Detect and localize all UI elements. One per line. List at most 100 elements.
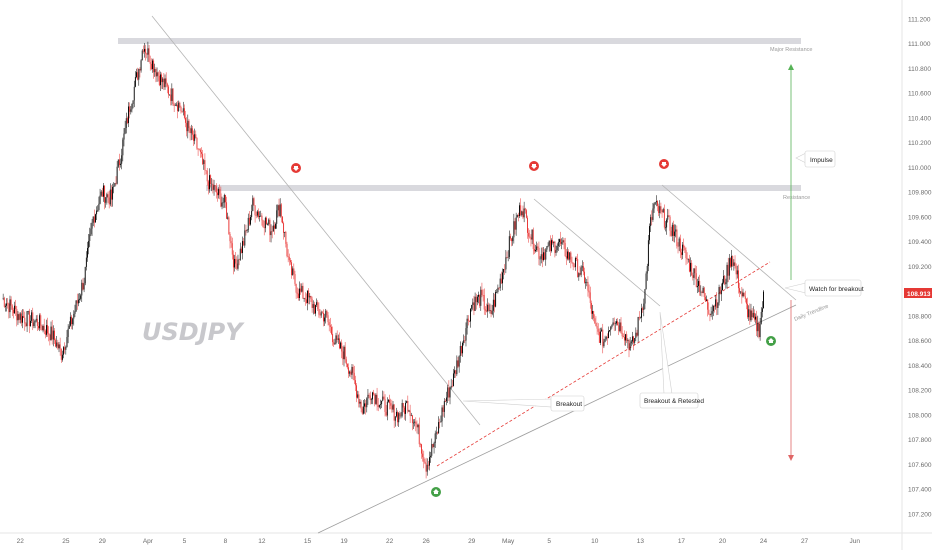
candle xyxy=(297,288,299,301)
plot-area[interactable] xyxy=(0,0,902,533)
candle-body xyxy=(48,333,50,335)
candle xyxy=(394,416,396,427)
candle-body xyxy=(130,109,132,112)
candle xyxy=(419,442,421,448)
candle-body xyxy=(118,159,120,166)
candle-body xyxy=(742,292,744,297)
candle xyxy=(207,179,209,195)
candle xyxy=(556,243,558,253)
candle xyxy=(569,252,571,263)
candle xyxy=(145,44,147,61)
candle-body xyxy=(741,291,743,297)
candle-body xyxy=(187,120,189,132)
candle-body xyxy=(180,107,182,112)
candle xyxy=(22,309,23,329)
candle xyxy=(641,303,642,323)
candle-body xyxy=(445,401,446,402)
candle xyxy=(258,208,259,220)
candle-body xyxy=(595,322,597,327)
candle-body xyxy=(221,202,223,207)
candle xyxy=(733,259,735,271)
price-axis[interactable] xyxy=(902,0,932,550)
candle-body xyxy=(439,422,441,423)
candle xyxy=(268,218,270,226)
candle xyxy=(429,451,430,471)
candle-body xyxy=(509,236,511,239)
candle xyxy=(433,441,435,454)
candle-body xyxy=(137,72,139,80)
candle xyxy=(566,247,568,261)
candle xyxy=(75,299,77,313)
candle xyxy=(649,223,650,245)
candle xyxy=(630,339,632,347)
candle-body xyxy=(458,355,460,367)
candle-body xyxy=(506,257,508,258)
candle-body xyxy=(645,273,647,290)
candle-body xyxy=(537,246,539,248)
candle xyxy=(621,326,623,339)
candle-body xyxy=(24,317,26,324)
candle-body xyxy=(348,367,350,374)
candle xyxy=(688,254,690,273)
candle xyxy=(741,286,743,304)
candle xyxy=(515,212,517,236)
candle-body xyxy=(365,403,367,408)
candle xyxy=(486,303,487,313)
candle xyxy=(326,309,328,318)
candle xyxy=(659,200,661,219)
candle-body xyxy=(64,347,66,350)
candle xyxy=(551,238,552,253)
candle xyxy=(576,256,578,262)
candle-body xyxy=(631,336,633,342)
candle-body xyxy=(380,404,381,405)
candle-body xyxy=(157,72,159,76)
candle-body xyxy=(361,408,363,414)
candle xyxy=(748,305,750,321)
candle xyxy=(651,210,653,226)
candle-body xyxy=(757,322,759,332)
breakout-callout xyxy=(550,395,585,412)
candle xyxy=(125,112,127,134)
candle-body xyxy=(15,305,17,310)
candle xyxy=(343,345,345,367)
candle-body xyxy=(277,205,279,211)
candle-body xyxy=(669,216,671,231)
candle xyxy=(374,393,376,407)
candle-body xyxy=(149,62,151,64)
candle xyxy=(533,243,535,255)
candle xyxy=(608,326,609,339)
candle xyxy=(703,286,705,301)
candle xyxy=(666,218,668,235)
candle-body xyxy=(251,211,253,218)
candle-body xyxy=(464,340,466,341)
candle-body xyxy=(325,310,327,318)
candle-body xyxy=(752,312,754,318)
candle xyxy=(60,348,62,363)
candle xyxy=(639,316,641,319)
candle-body xyxy=(274,225,275,229)
candle xyxy=(68,321,70,329)
candle xyxy=(79,293,80,304)
candle-body xyxy=(508,236,510,257)
candle xyxy=(235,252,237,270)
candle xyxy=(431,438,433,458)
candle xyxy=(328,319,330,332)
candle-body xyxy=(174,105,176,106)
candle xyxy=(303,297,305,302)
candle xyxy=(166,82,168,94)
candle-body xyxy=(500,278,502,284)
candle-body xyxy=(134,77,136,87)
candle-body xyxy=(206,170,208,182)
candle-body xyxy=(335,335,337,344)
candle-body xyxy=(245,230,247,232)
candle-body xyxy=(72,318,74,325)
candle xyxy=(573,263,575,268)
candle-body xyxy=(372,392,373,400)
candle xyxy=(191,125,193,140)
candle xyxy=(585,277,587,289)
candle xyxy=(300,283,302,295)
candle-body xyxy=(710,313,712,316)
candle-body xyxy=(188,120,190,128)
candle xyxy=(83,277,85,293)
